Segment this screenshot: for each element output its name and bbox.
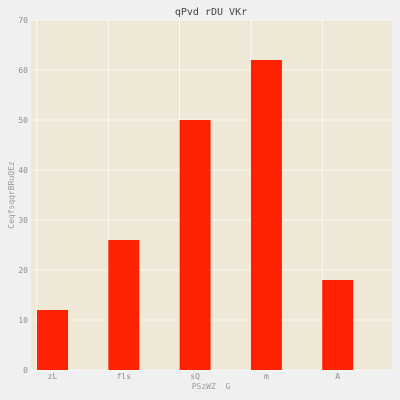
y-tick-labels: 0 10 20 30 40 50 60 70 — [18, 16, 28, 375]
y-tick-label: 20 — [18, 266, 28, 275]
y-tick-label: 10 — [18, 316, 28, 325]
y-tick-label: 50 — [18, 116, 28, 125]
x-tick-label-fls: fls — [117, 372, 132, 381]
x-tick-label-m: m — [264, 372, 269, 381]
x-tick-label-sQ: sQ — [190, 372, 200, 381]
bar-sQ — [179, 120, 211, 370]
y-tick-label: 60 — [18, 66, 28, 75]
x-tick-labels: zL fls sQ m A — [48, 372, 341, 381]
y-tick-label: 40 — [18, 166, 28, 175]
y-tick-label: 70 — [18, 16, 28, 25]
bar-A — [322, 280, 354, 370]
bars — [37, 60, 354, 370]
bar-m — [250, 60, 282, 370]
y-axis-label: CeqfsqqrBRuQEz — [7, 161, 16, 229]
bar-fls — [108, 240, 140, 370]
x-tick-label-A: A — [335, 372, 340, 381]
x-tick-label-zL: zL — [48, 372, 58, 381]
y-tick-label: 0 — [23, 366, 28, 375]
y-tick-label: 30 — [18, 216, 28, 225]
bar-zL — [37, 310, 68, 370]
chart-title: qPvd rDU VKr — [175, 7, 247, 18]
x-axis-label: PSzWZ G — [192, 382, 231, 391]
